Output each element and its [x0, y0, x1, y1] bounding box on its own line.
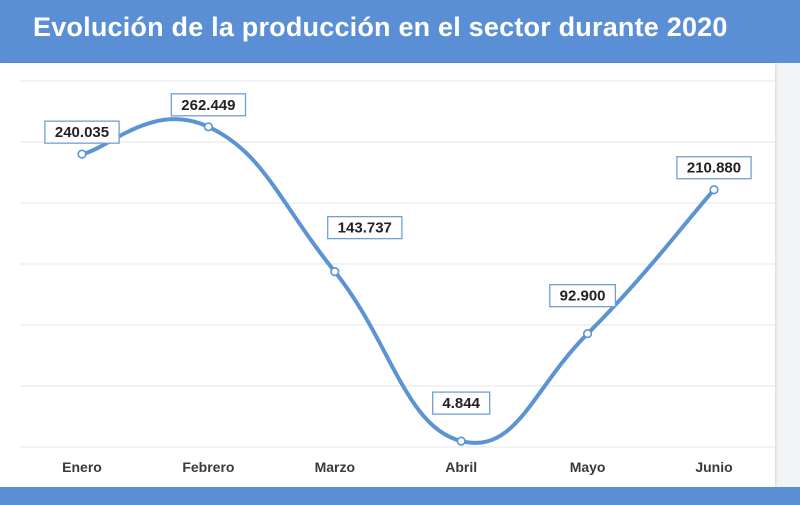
bottom-bar	[0, 487, 800, 505]
data-label: 240.035	[44, 120, 120, 144]
x-tick-label: Marzo	[315, 459, 355, 475]
data-label-box	[676, 156, 752, 180]
data-points	[77, 122, 719, 446]
data-label: 4.844	[432, 391, 491, 415]
x-tick-label: Abril	[445, 459, 477, 475]
data-label-text: 4.844	[442, 395, 480, 412]
data-label-box	[44, 120, 120, 144]
data-labels: 240.035 262.449 143.737 4.844 92.900 210.880	[44, 93, 752, 415]
data-label-text: 143.737	[338, 220, 392, 237]
gridlines	[20, 80, 775, 448]
x-tick-label: Junio	[695, 459, 732, 475]
data-label-text: 240.035	[55, 124, 109, 141]
data-label: 262.449	[170, 93, 247, 117]
series-line	[80, 117, 716, 445]
data-label: 210.880	[676, 156, 752, 180]
data-label-box	[432, 391, 491, 415]
data-point	[456, 436, 466, 446]
data-point	[709, 185, 719, 195]
title-bar: Evolución de la producción en el sector …	[0, 0, 800, 63]
x-tick-label: Febrero	[182, 459, 234, 475]
data-label: 143.737	[327, 215, 403, 240]
x-tick-labels: Enero Febrero Marzo Abril Mayo Junio	[62, 459, 733, 475]
data-label-text: 210.880	[687, 160, 741, 177]
data-point	[203, 122, 213, 132]
data-label-text: 92.900	[560, 288, 606, 305]
data-label-box	[170, 93, 247, 117]
data-label-box	[549, 284, 617, 308]
data-point	[77, 149, 87, 159]
data-point	[582, 329, 593, 339]
plot-area	[0, 63, 775, 487]
x-tick-label: Enero	[62, 459, 102, 475]
data-point	[330, 267, 340, 277]
data-label-box	[327, 215, 403, 240]
data-label: 92.900	[549, 284, 617, 308]
x-tick-label: Mayo	[570, 459, 606, 475]
data-label-text: 262.449	[181, 97, 235, 114]
chart-title: Evolución de la producción en el sector …	[33, 12, 728, 42]
